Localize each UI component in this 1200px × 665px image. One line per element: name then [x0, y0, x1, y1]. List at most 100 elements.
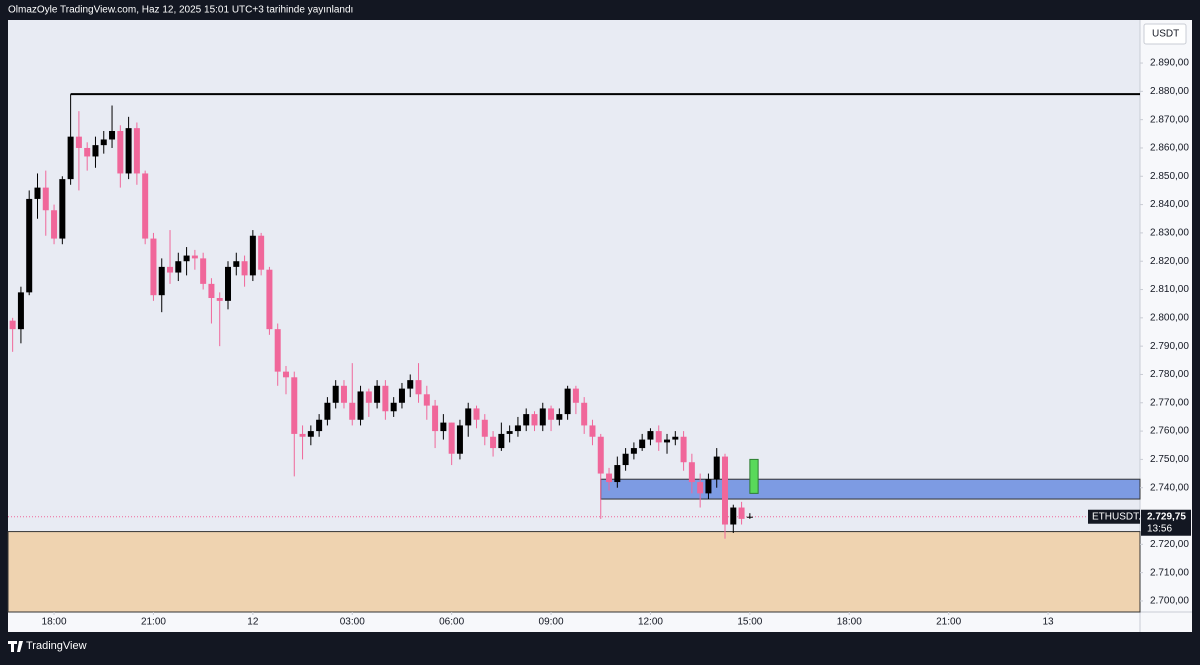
candle-body [531, 414, 538, 426]
y-tick-label: 2.790,00 [1150, 341, 1189, 352]
currency: USDT [1152, 29, 1179, 40]
y-tick-label: 2.870,00 [1150, 114, 1189, 125]
y-tick-label: 2.750,00 [1150, 454, 1189, 465]
candle-body [291, 377, 298, 434]
candle-body [282, 371, 289, 378]
candle-body [722, 456, 729, 525]
x-tick-label: 21:00 [141, 617, 166, 628]
y-tick-label: 2.840,00 [1150, 199, 1189, 210]
x-tick-label: 09:00 [539, 617, 564, 628]
candle-body [473, 408, 480, 420]
candle-body [514, 425, 521, 432]
candle-body [34, 187, 41, 199]
last-price-label: 2.729,75 [1147, 511, 1186, 522]
x-tick-label: 18:00 [837, 617, 862, 628]
plot-area [8, 20, 1140, 612]
brand: TradingView [26, 640, 87, 652]
candle-body [133, 128, 140, 174]
x-tick-label: 12 [247, 617, 259, 628]
x-tick-label: 03:00 [340, 617, 365, 628]
x-tick-label: 12:00 [638, 617, 663, 628]
symbol-label: ETHUSDT.P [1092, 511, 1148, 522]
x-tick-label: 21:00 [936, 617, 961, 628]
candle-body [357, 391, 364, 420]
plot [7, 93, 1141, 613]
candle-body [390, 402, 397, 412]
candle-body [109, 130, 116, 140]
candle-body [465, 408, 472, 426]
candle-body [9, 320, 16, 330]
candle-body [672, 436, 679, 440]
zone [7, 531, 1141, 613]
candle-body [564, 388, 571, 415]
candle-body [572, 388, 579, 403]
candle-body [208, 283, 215, 299]
candle-body [299, 433, 306, 437]
candle-body [92, 145, 99, 157]
candle-body [67, 136, 74, 180]
candle-body [225, 266, 232, 301]
candle-body [158, 266, 165, 296]
candle-body [498, 433, 505, 449]
overlay: 2.700,002.710,002.720,002.730,002.740,00… [42, 58, 1191, 628]
candle-body [655, 431, 662, 443]
candle-body [622, 453, 629, 466]
candle-body [639, 439, 646, 449]
candle-body [713, 456, 720, 480]
candle-body [233, 261, 240, 267]
candle-body [523, 414, 530, 426]
candle-body [100, 139, 107, 146]
candle-body [316, 419, 323, 432]
candle-body [340, 385, 347, 403]
candle-body [647, 431, 654, 440]
candle-body [200, 258, 207, 284]
y-tick-label: 2.850,00 [1150, 171, 1189, 182]
candle-body [398, 388, 405, 403]
candle-body [349, 402, 356, 420]
candle-body [266, 269, 273, 330]
candle-body [423, 394, 430, 406]
candle-body [407, 380, 414, 389]
y-tick-label: 2.810,00 [1150, 284, 1189, 295]
candle-body [183, 255, 190, 262]
y-tick-label: 2.830,00 [1150, 228, 1189, 239]
candle-body [730, 507, 737, 525]
candle-body [440, 422, 447, 432]
candle-body [75, 136, 82, 148]
candle-body [26, 198, 33, 293]
price-box [1141, 509, 1191, 536]
candle-body [705, 479, 712, 494]
candle-body [374, 385, 381, 403]
candle-body [606, 473, 613, 483]
x-tick-label: 06:00 [439, 617, 464, 628]
candle-body [680, 436, 687, 463]
candle-body [17, 292, 24, 330]
candle-body [191, 255, 198, 259]
candle-body [59, 179, 66, 239]
candle-body [432, 405, 439, 432]
header: OlmazOyle TradingView.com, Haz 12, 2025 … [8, 5, 353, 16]
candle-body [249, 235, 256, 276]
candle-body [332, 385, 339, 403]
y-tick-label: 2.740,00 [1150, 482, 1189, 493]
y-tick-label: 2.860,00 [1150, 143, 1189, 154]
x-tick-label: 15:00 [737, 617, 762, 628]
candle-body [490, 436, 497, 449]
candle-body [506, 431, 513, 434]
candle-body [548, 408, 555, 420]
y-tick-label: 2.770,00 [1150, 397, 1189, 408]
y-tick-label: 2.710,00 [1150, 567, 1189, 578]
countdown: 13:56 [1147, 523, 1172, 534]
candle-body [84, 147, 91, 157]
x-tick-label: 18:00 [42, 617, 67, 628]
y-tick-label: 2.780,00 [1150, 369, 1189, 380]
candle-body [241, 261, 248, 276]
candle-body [142, 173, 149, 239]
y-tick-label: 2.890,00 [1150, 58, 1189, 69]
y-tick-label: 2.720,00 [1150, 539, 1189, 550]
candle-body [42, 187, 49, 211]
logo [8, 641, 23, 652]
candle-body [556, 414, 563, 420]
candle-body [630, 448, 637, 454]
candle-body [307, 431, 314, 437]
